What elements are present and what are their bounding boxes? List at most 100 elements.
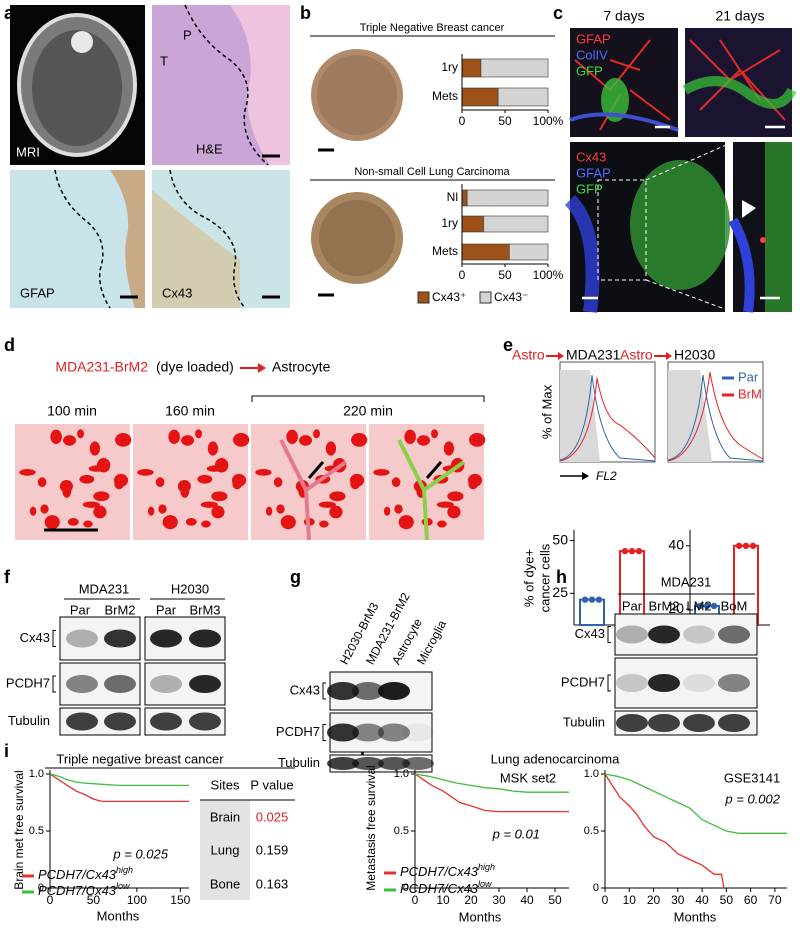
cancer-cell (349, 473, 365, 487)
cancer-cell (383, 506, 391, 516)
panel-letter: g (290, 567, 301, 587)
brm-histogram (559, 377, 656, 462)
cancer-cell (206, 465, 223, 472)
stain-label: GFAP (576, 165, 611, 180)
bracket (322, 682, 326, 700)
legend-label: Cx43⁻ (494, 290, 528, 304)
astrocyte (279, 439, 348, 541)
if-image (570, 28, 678, 137)
blot-band (378, 682, 410, 700)
cancer-cell (200, 501, 218, 508)
blot-band (648, 625, 680, 644)
image-label: H&E (196, 141, 223, 156)
row-label: PCDH7 (6, 675, 50, 690)
cancer-cell (207, 441, 219, 456)
y-tick-label: 1.0 (394, 768, 409, 780)
time-label: 220 min (343, 403, 393, 419)
x-tick-label: 0 (412, 893, 419, 907)
image-title: 21 days (715, 8, 764, 24)
bar-segment (466, 189, 549, 207)
astrocyte (728, 217, 755, 313)
row-label: PCDH7 (276, 724, 320, 739)
y-tick-label: 0.5 (584, 825, 599, 837)
cancer-cell (329, 505, 343, 519)
x-axis-label: Months (97, 908, 140, 923)
group-label: MDA231 (79, 581, 130, 596)
bar (579, 598, 605, 627)
legend-label: BrM (738, 386, 762, 401)
p-value: p = 0.002 (724, 791, 780, 806)
cancer-cell (319, 520, 329, 528)
arrowhead (666, 352, 672, 360)
cancer-cell (280, 515, 296, 530)
header-from: Astro (620, 347, 653, 363)
x-tick-label: 50 (87, 893, 101, 907)
x-tick-label: 150 (170, 893, 190, 907)
dataset-label: GSE3141 (724, 770, 780, 785)
legend-name: PCDH7/Cx43 (38, 867, 117, 882)
blot-band (104, 629, 136, 648)
cancer-cell (469, 433, 486, 447)
x-tick-label: 50 (498, 114, 512, 128)
survival-curve (49, 773, 189, 787)
row-label: Cx43 (20, 630, 50, 645)
table-cell: Bone (210, 876, 240, 891)
cancer-cells (682, 76, 797, 109)
cancer-cell (329, 491, 346, 502)
cancer-cell (162, 515, 178, 530)
y-axis-label: % of dye+ (521, 549, 536, 607)
cancer-cell (273, 477, 283, 488)
cancer-cell (137, 468, 154, 476)
x-tick-label: 30 (492, 893, 506, 907)
x-tick-label: 100% (533, 268, 564, 282)
cancer-cell (115, 433, 132, 447)
blot-band (683, 714, 715, 732)
cancer-cell (82, 501, 100, 508)
time-label: 100 min (47, 403, 97, 419)
replicate-dot (635, 547, 643, 555)
stain-label: ColIV (576, 47, 608, 62)
blot-band (189, 712, 221, 731)
survival-curve (414, 773, 569, 813)
x-tick-label: 60 (744, 893, 758, 907)
bar-segment (461, 189, 468, 207)
header-to: H2030 (674, 347, 715, 363)
cancer-cell (37, 477, 47, 488)
table-shade (200, 800, 250, 900)
y-tick-label: 20 (668, 600, 684, 616)
cancer-cell (59, 479, 73, 493)
blot-band (402, 757, 434, 770)
y-tick-label: 0 (593, 882, 599, 894)
cx43-stain (152, 190, 240, 308)
x-tick-label: 0 (459, 114, 466, 128)
arrow (425, 461, 443, 479)
par-histogram (559, 374, 656, 462)
cancer-cell (318, 501, 336, 508)
x-tick-label: 20 (647, 893, 661, 907)
tumor-border (184, 4, 269, 166)
image-label: GFAP (20, 285, 55, 300)
cell-label: Astrocyte (272, 359, 331, 375)
cancer-cell (195, 429, 202, 439)
par-histogram (667, 374, 764, 462)
blot-band (718, 714, 750, 732)
y-tick-label: 0.5 (29, 825, 44, 837)
category-label: 1ry (441, 216, 458, 230)
brm-histogram (667, 371, 764, 462)
gfap-stain (110, 170, 145, 308)
row-label: Tubulin (563, 714, 605, 729)
time-label: 160 min (165, 403, 215, 419)
category-label: Mets (432, 244, 458, 258)
blot-band (104, 712, 136, 731)
cancer-cell (181, 435, 195, 446)
lane-label: BrM3 (189, 602, 220, 617)
blot-band (352, 757, 384, 770)
cancer-cell (394, 504, 403, 514)
tma-core-inner (317, 55, 397, 135)
category-label: 1ry (441, 60, 458, 74)
panel-letter: e (503, 335, 513, 355)
legend-superscript: low (478, 879, 492, 889)
y-axis-label: cancer cells (537, 543, 552, 612)
row-label: Cx43 (290, 682, 320, 697)
x-tick-label: 10 (436, 893, 450, 907)
